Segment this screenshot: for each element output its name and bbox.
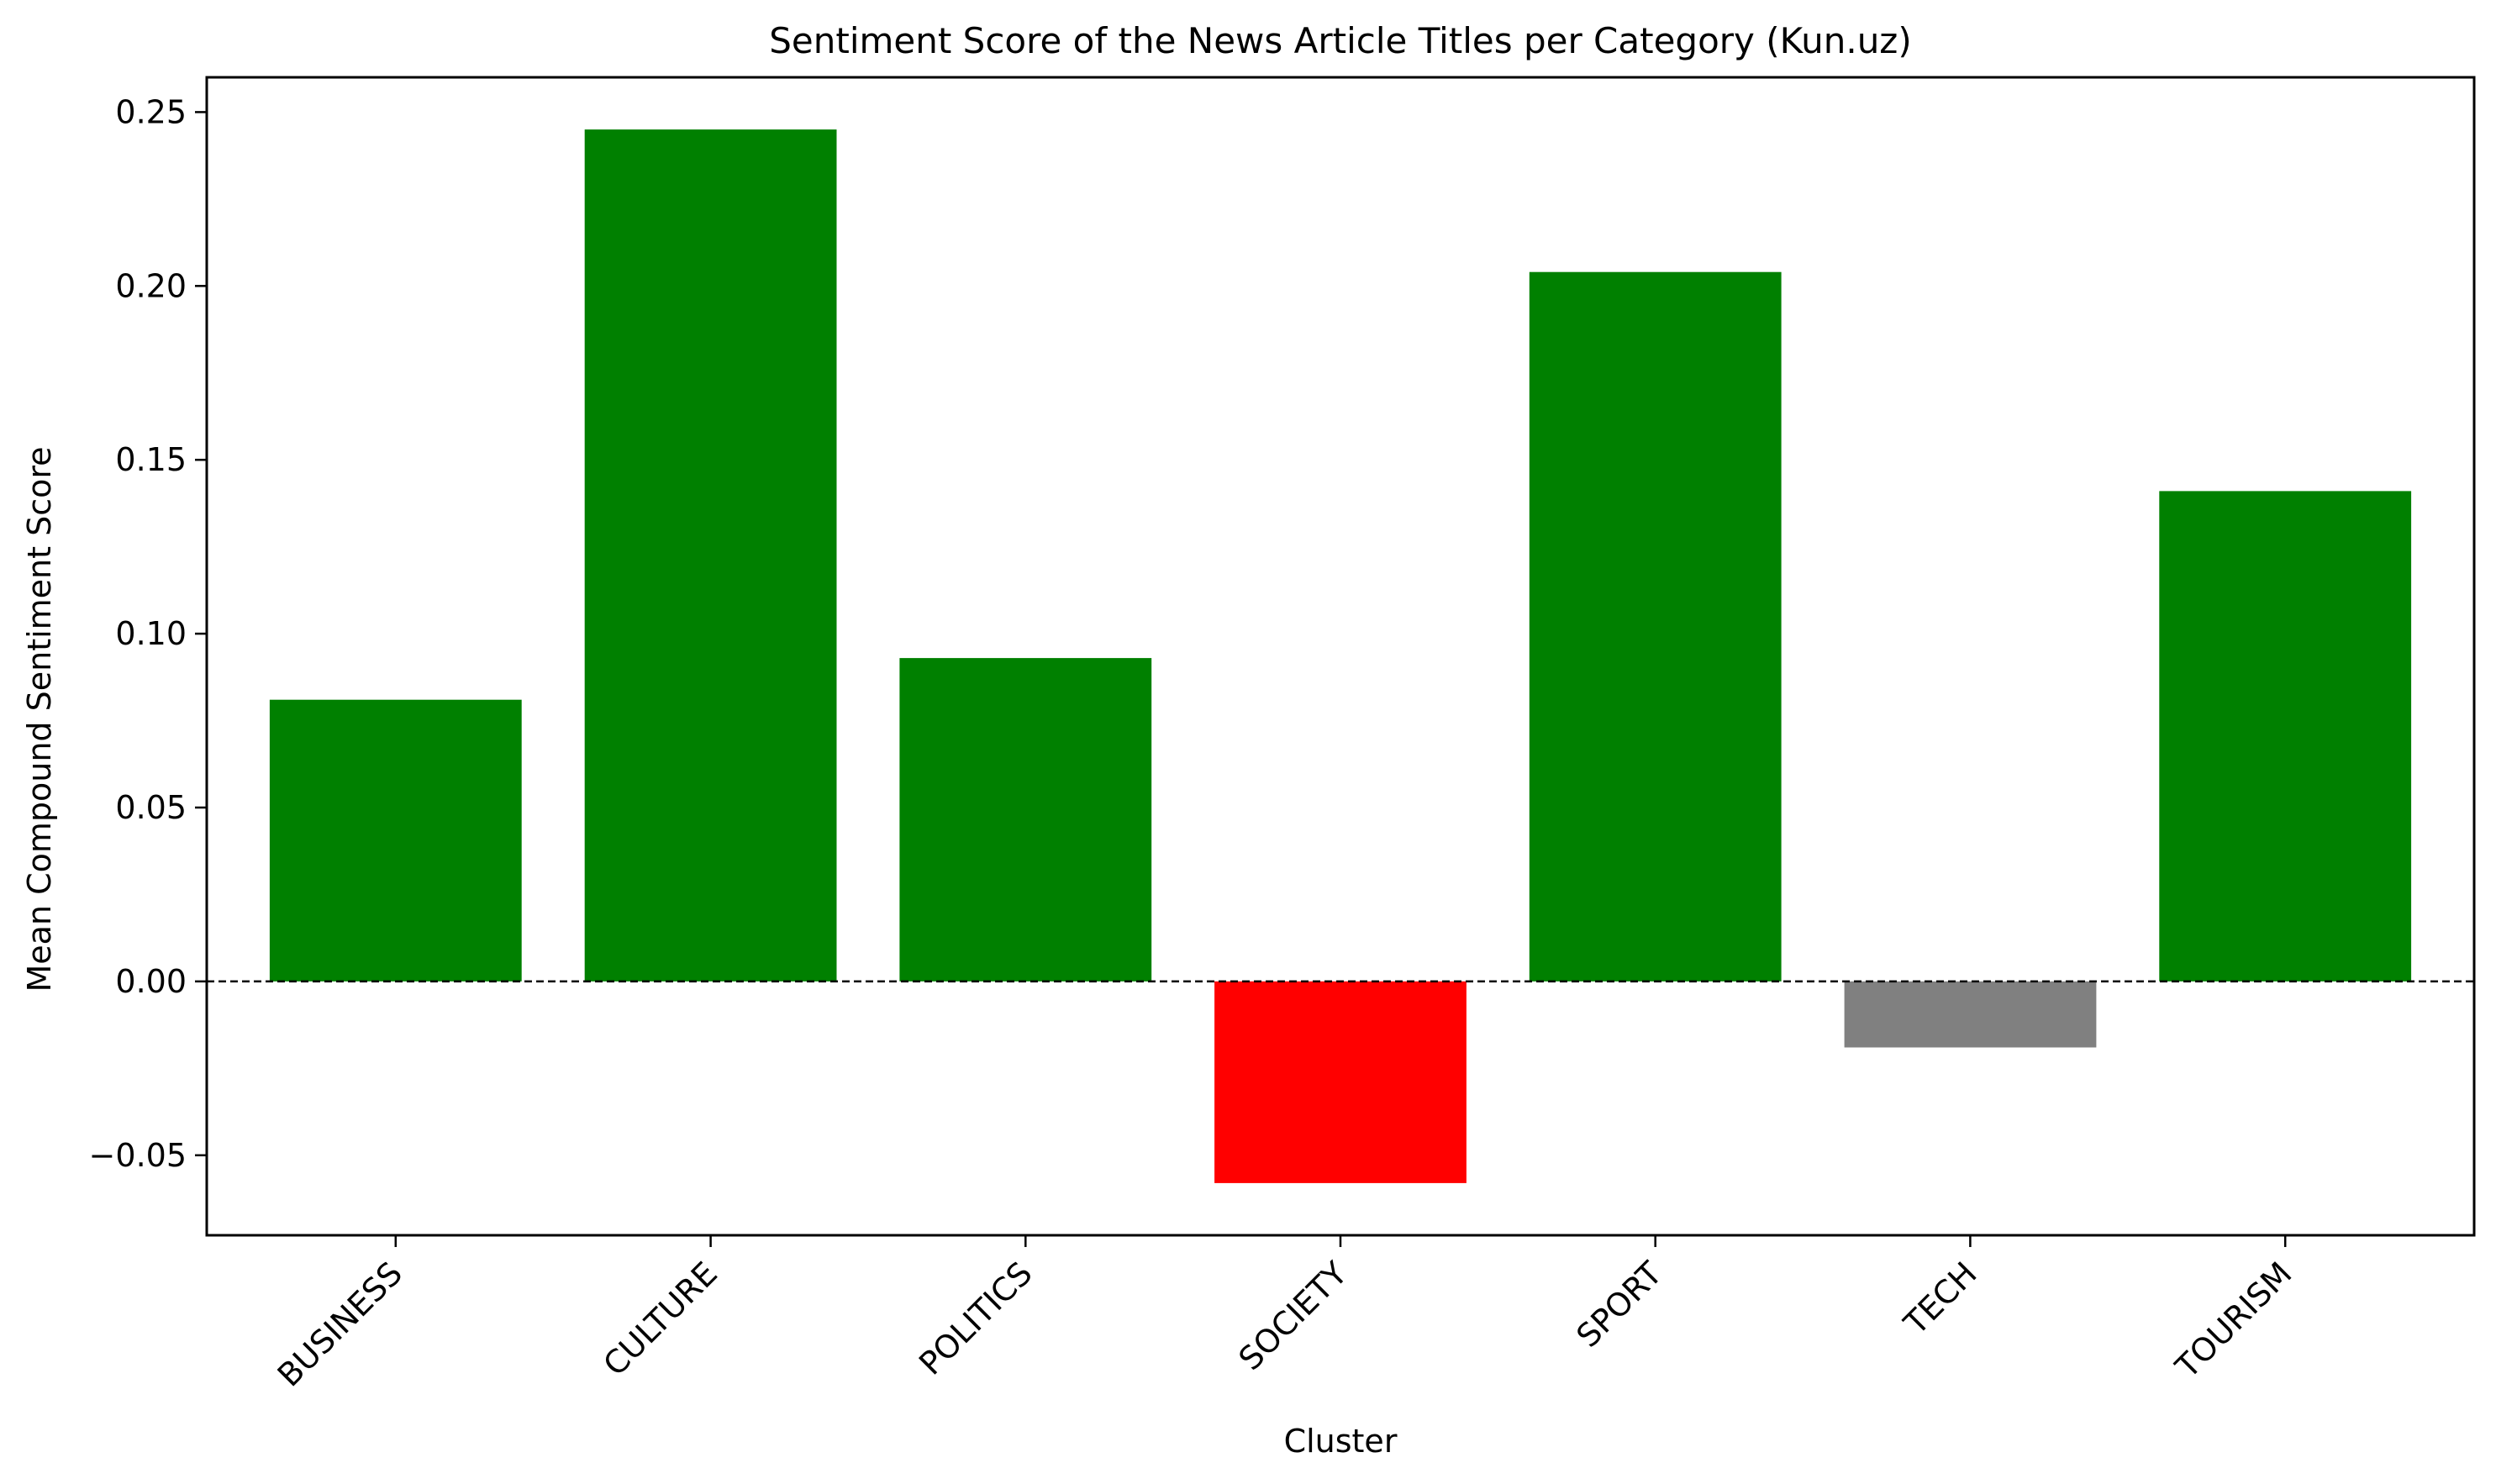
y-axis-label: Mean Compound Sentiment Score xyxy=(21,446,58,992)
y-tick-label: −0.05 xyxy=(89,1137,187,1174)
y-tick-label: 0.25 xyxy=(115,93,187,130)
bar-culture xyxy=(584,129,837,981)
bar-society xyxy=(1214,981,1467,1183)
bar-tech xyxy=(1844,981,2097,1048)
bar-tourism xyxy=(2159,491,2412,981)
chart-title: Sentiment Score of the News Article Titl… xyxy=(769,20,1912,61)
bar-business xyxy=(269,699,522,981)
y-tick-label: 0.05 xyxy=(115,789,187,826)
bar-sport xyxy=(1529,271,1782,981)
y-tick-label: 0.00 xyxy=(115,963,187,1000)
y-tick-label: 0.20 xyxy=(115,267,187,304)
bar-politics xyxy=(899,658,1152,981)
x-axis-label: Cluster xyxy=(1284,1423,1398,1460)
y-tick-label: 0.15 xyxy=(115,441,187,478)
y-tick-label: 0.10 xyxy=(115,615,187,652)
